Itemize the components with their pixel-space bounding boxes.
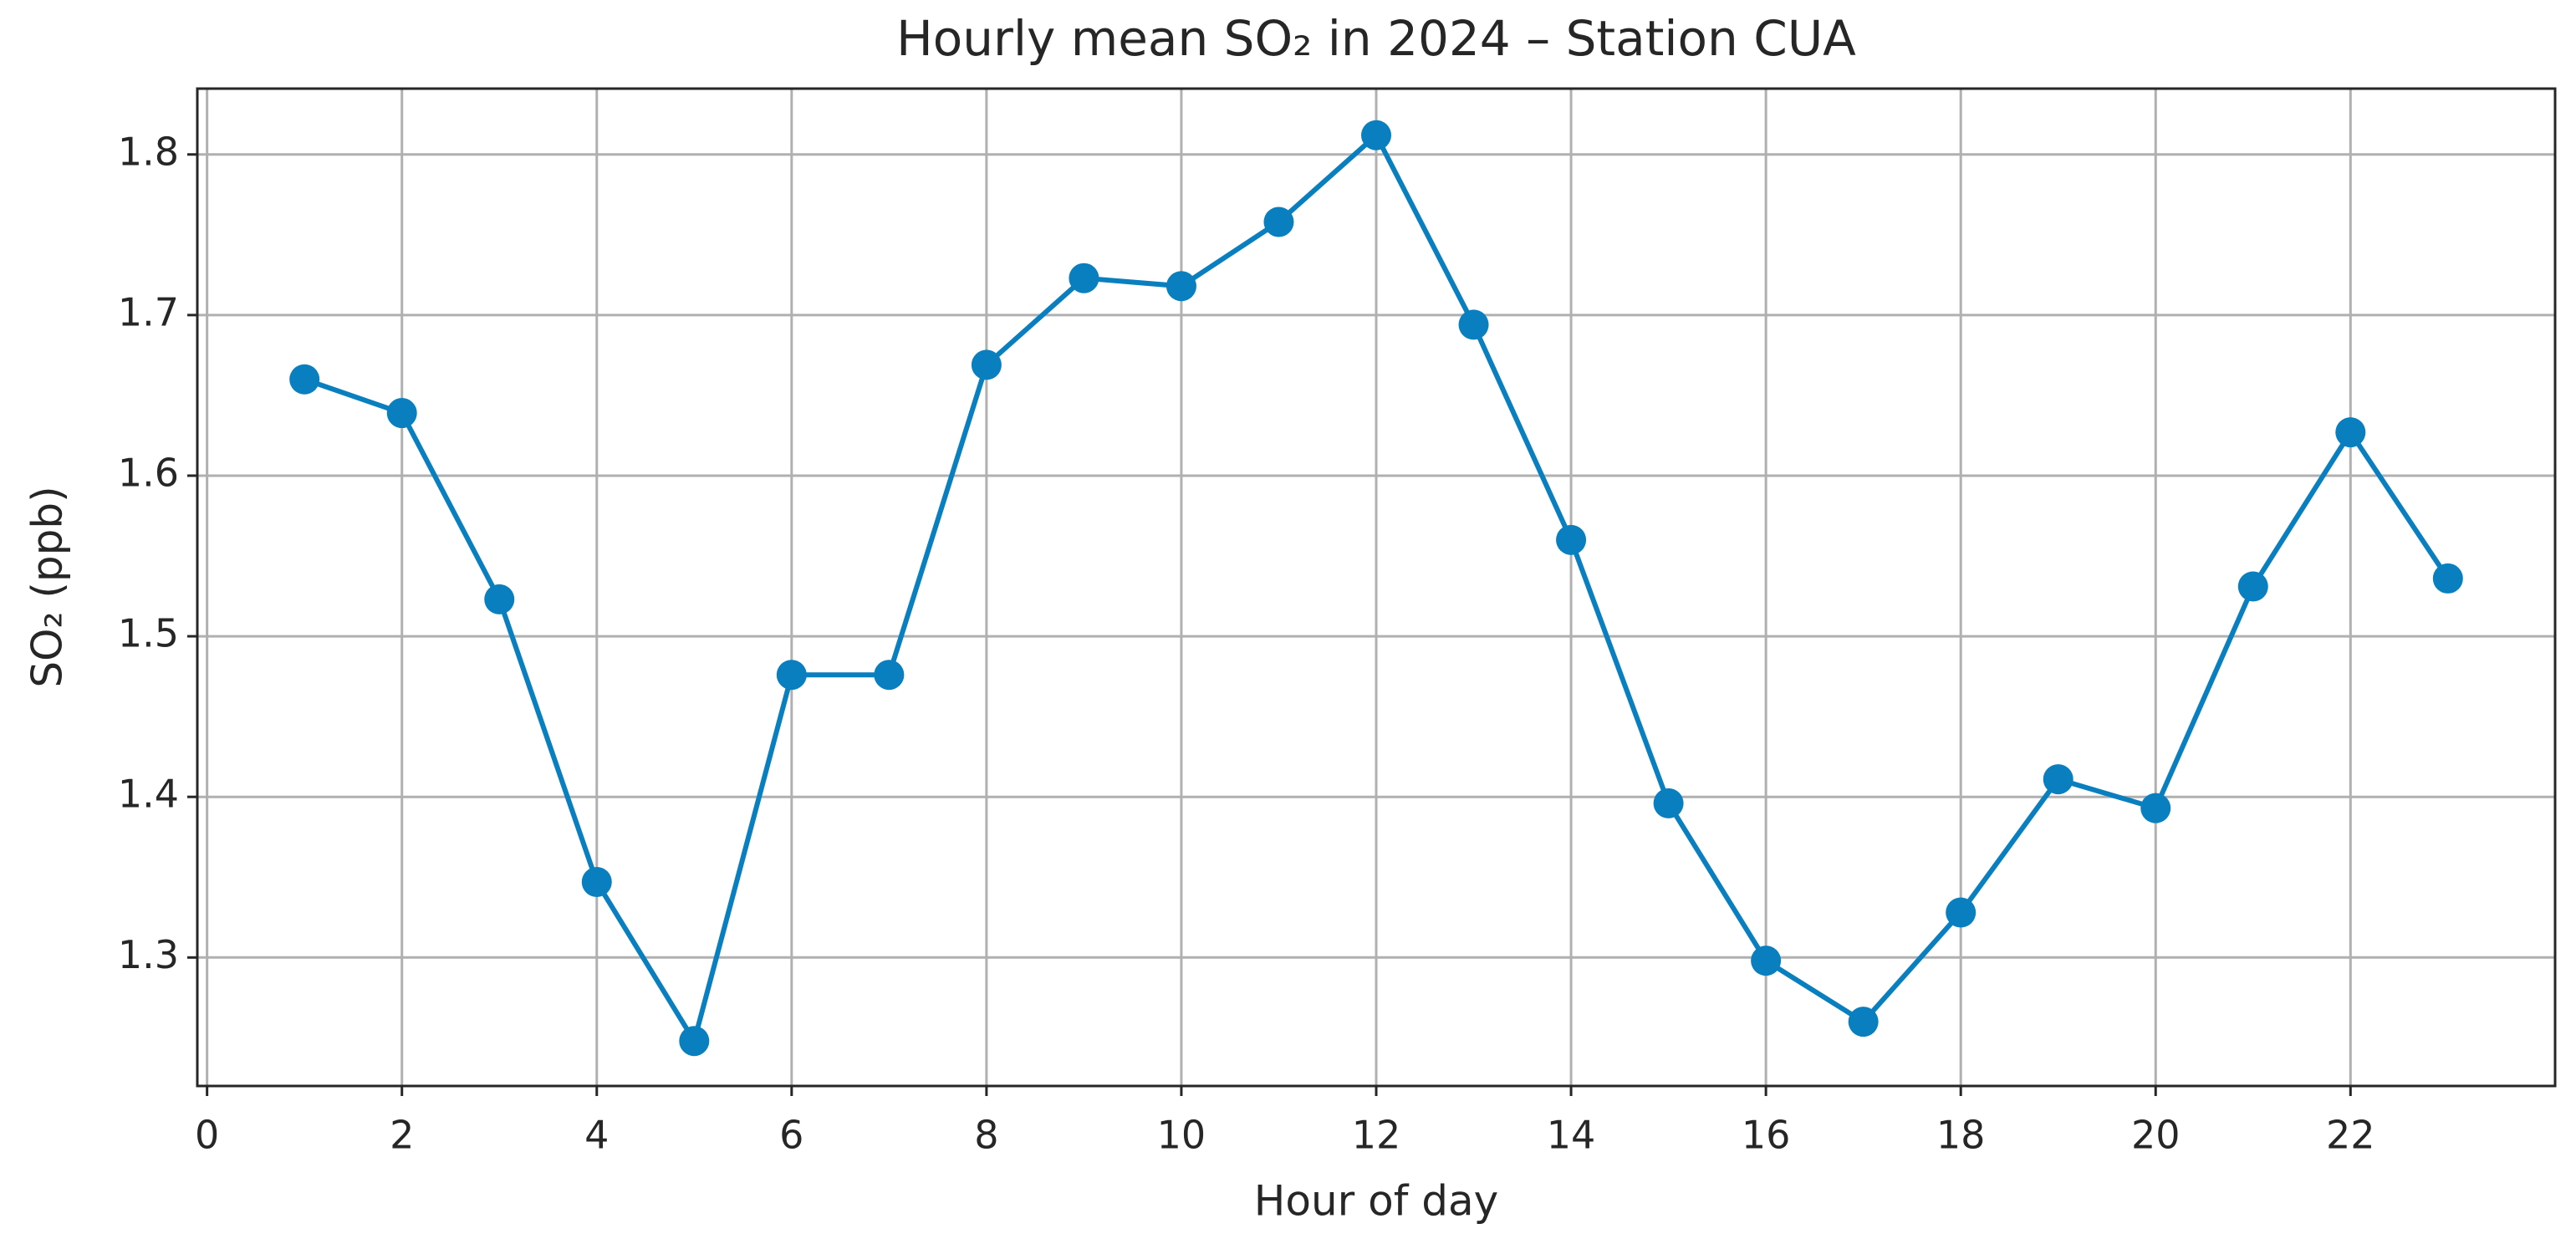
y-tick-label: 1.3	[118, 932, 179, 977]
y-tick-label: 1.6	[118, 450, 179, 495]
point	[776, 660, 807, 691]
point	[581, 867, 612, 898]
x-tick-label: 8	[974, 1113, 998, 1158]
x-tick-label: 18	[1936, 1113, 1986, 1158]
x-tick-label: 14	[1547, 1113, 1596, 1158]
x-tick-label: 20	[2131, 1113, 2181, 1158]
y-tick-label: 1.5	[118, 611, 179, 656]
point	[1458, 309, 1489, 340]
x-tick-label: 4	[584, 1113, 609, 1158]
point	[2432, 563, 2463, 594]
point	[1361, 120, 1391, 150]
point	[1946, 897, 1977, 928]
x-tick-label: 12	[1352, 1113, 1401, 1158]
chart-title: Hourly mean SO₂ in 2024 – Station CUA	[896, 10, 1856, 67]
y-tick-label: 1.7	[118, 289, 179, 334]
point	[289, 364, 320, 395]
x-tick-label: 0	[195, 1113, 219, 1158]
point	[386, 398, 417, 429]
point	[874, 660, 905, 691]
point	[1848, 1007, 1879, 1037]
point	[484, 584, 515, 614]
point	[1263, 206, 1294, 237]
x-tick-label: 22	[2326, 1113, 2375, 1158]
x-tick-label: 6	[779, 1113, 803, 1158]
plot-frame	[196, 87, 2557, 1088]
x-tick-label: 10	[1157, 1113, 1206, 1158]
point	[971, 349, 1002, 380]
point	[1556, 524, 1587, 555]
y-tick-label: 1.8	[118, 129, 179, 174]
point	[1653, 788, 1684, 818]
point	[1069, 263, 1099, 293]
x-axis-label: Hour of day	[1254, 1177, 1498, 1226]
point	[2043, 764, 2074, 795]
point	[2335, 417, 2366, 448]
point	[679, 1026, 710, 1057]
y-tick-label: 1.4	[118, 772, 179, 817]
x-tick-label: 16	[1742, 1113, 1791, 1158]
y-axis-label: SO₂ (ppb)	[23, 486, 72, 687]
x-tick-label: 2	[390, 1113, 414, 1158]
point	[2237, 571, 2268, 602]
point	[1751, 946, 1782, 976]
point	[2140, 793, 2171, 823]
point	[1166, 271, 1196, 302]
